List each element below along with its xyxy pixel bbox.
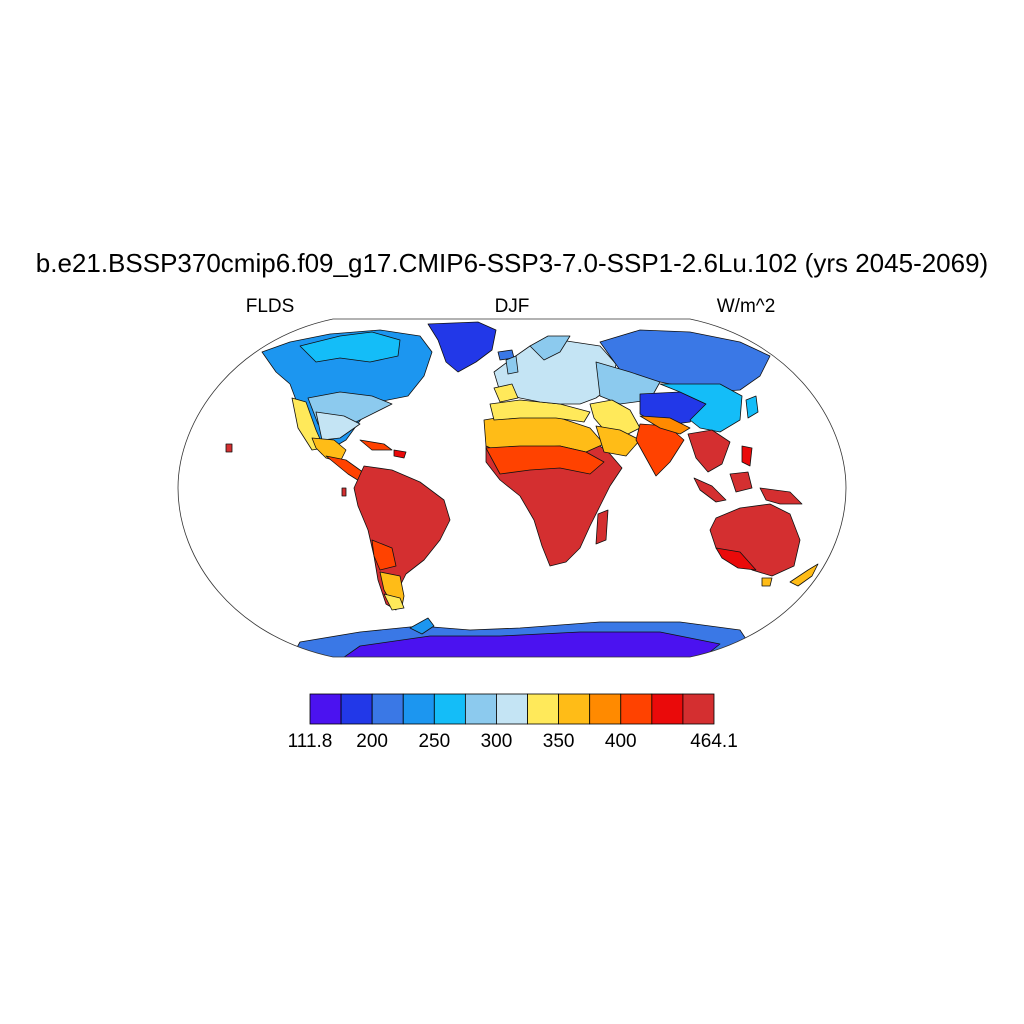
colorbar-tick-label: 250 xyxy=(418,731,451,752)
patagonia xyxy=(383,593,405,611)
madagascar xyxy=(595,509,609,545)
hawaii xyxy=(225,443,233,453)
australia xyxy=(709,503,801,577)
sa-edge xyxy=(371,539,397,571)
colorbar-tick-label: 300 xyxy=(480,731,513,752)
colorbar-segment xyxy=(496,693,528,725)
colorbar-segment xyxy=(589,693,622,725)
borneo xyxy=(729,471,753,493)
map-title: b.e21.BSSP370cmip6.f09_g17.CMIP6-SSP3-7.… xyxy=(35,248,989,278)
antarctica-interior xyxy=(339,631,721,657)
colorbar-segment xyxy=(433,693,466,725)
canada-north xyxy=(299,331,401,363)
colorbar-segment xyxy=(620,693,653,725)
north-africa-coast xyxy=(489,399,591,423)
japan xyxy=(745,395,759,419)
scandinavia xyxy=(529,335,571,361)
uk xyxy=(505,355,519,375)
colorbar-segment xyxy=(682,693,715,725)
australia-south xyxy=(715,547,757,571)
colorbar-segment xyxy=(371,693,404,725)
colorbar-segment xyxy=(402,693,435,725)
variable-label: FLDS xyxy=(245,296,295,317)
new-guinea xyxy=(759,487,803,505)
colorbar-segment xyxy=(309,693,342,725)
colorbar-tick-label: 464.1 xyxy=(690,731,738,752)
arabia xyxy=(595,425,641,457)
hispaniola xyxy=(393,449,407,459)
antarctic-peninsula xyxy=(409,617,435,635)
colorbar-segment xyxy=(464,693,497,725)
new-zealand xyxy=(789,563,819,587)
sahel xyxy=(485,445,605,475)
colorbar-segment xyxy=(558,693,591,725)
colorbar-tick-label: 350 xyxy=(542,731,575,752)
iberia xyxy=(493,383,519,403)
sumatra xyxy=(693,477,727,503)
colorbar-tick-label: 111.8 xyxy=(287,731,333,752)
colorbar-tick-label: 200 xyxy=(356,731,388,752)
cuba xyxy=(359,439,393,451)
map-border xyxy=(177,318,847,658)
colorbar-tick-label: 400 xyxy=(604,731,637,752)
southeast-asia xyxy=(687,429,731,473)
units-label: W/m^2 xyxy=(716,296,776,317)
galapagos xyxy=(341,487,347,497)
colorbar-segment xyxy=(340,693,373,725)
south-asia xyxy=(639,415,691,435)
tasmania xyxy=(761,577,773,587)
philippines xyxy=(741,445,753,467)
greenland xyxy=(427,321,497,373)
season-label: DJF xyxy=(494,296,530,317)
usa-south xyxy=(315,411,361,441)
colorbar-segment xyxy=(527,693,560,725)
colorbar-segment xyxy=(651,693,684,725)
